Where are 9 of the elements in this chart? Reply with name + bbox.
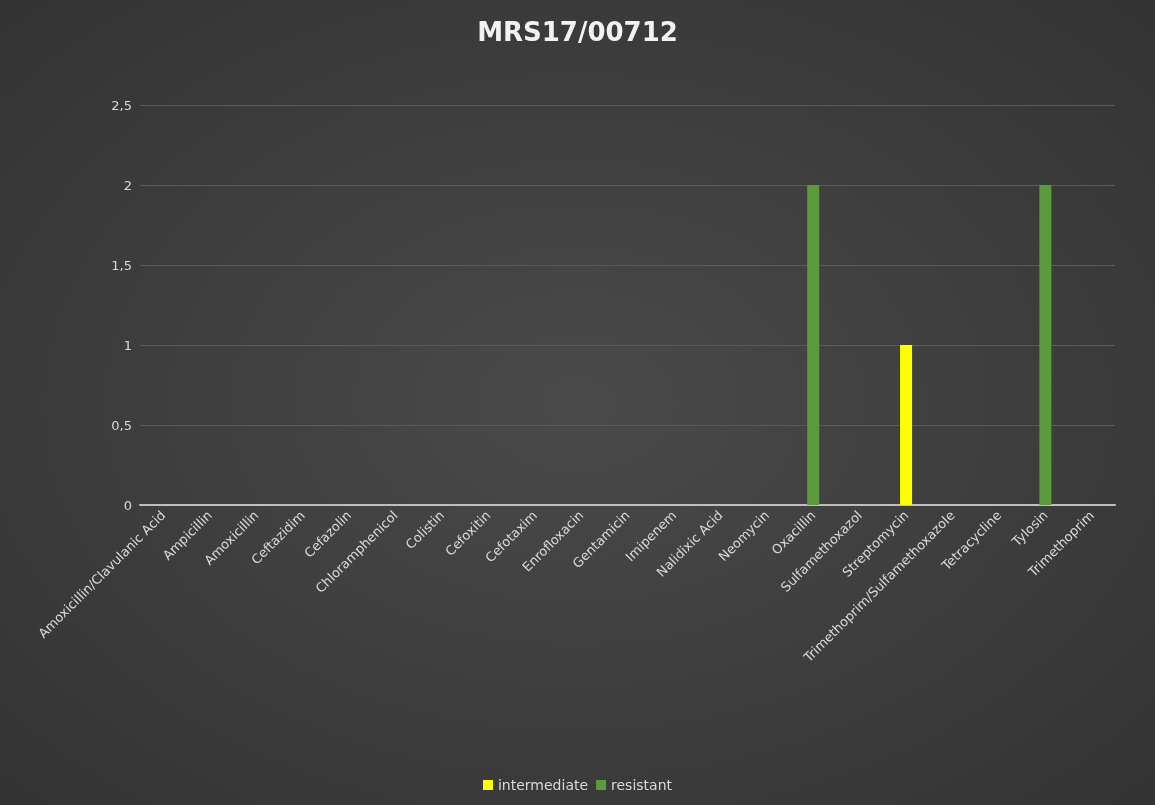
legend-label: resistant [611,777,673,793]
legend-label: intermediate [497,777,589,793]
y-tick-label: 0 [123,497,132,513]
y-tick-label: 2,5 [111,97,132,113]
y-tick-label: 0,5 [111,417,132,433]
y-tick-label: 1 [123,337,132,353]
y-tick-label: 2 [123,177,132,193]
chart-title: MRS17/00712 [477,17,678,47]
y-tick-label: 1,5 [111,257,132,273]
